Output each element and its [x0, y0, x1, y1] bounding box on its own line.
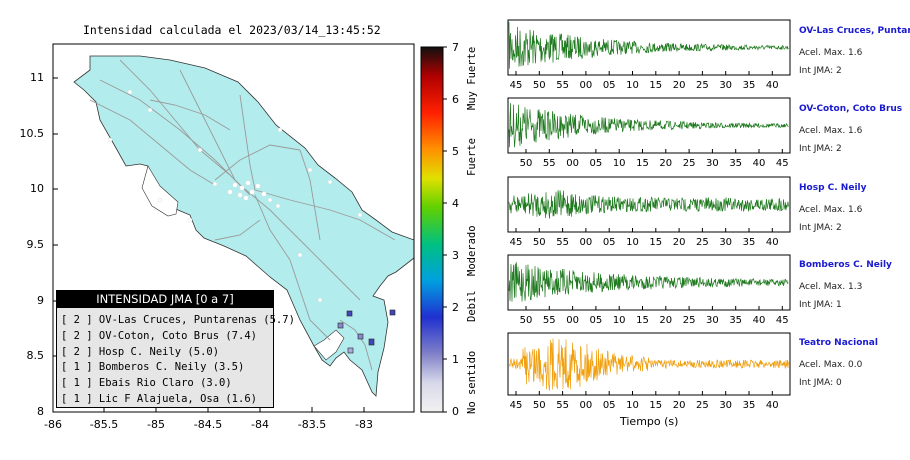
waveform-3 [507, 254, 791, 311]
lon-tick: -85.5 [89, 418, 119, 431]
legend-header: INTENSIDAD JMA [0 a 7] [57, 291, 273, 308]
intensity-legend: INTENSIDAD JMA [0 a 7] [ 2 ] OV-Las Cruc… [56, 290, 295, 408]
colorbar-tick: 1 [452, 353, 459, 366]
lat-tick: 11 [30, 71, 44, 84]
colorbar-tick: 4 [452, 197, 459, 210]
legend-item: [ 2 ] OV-Las Cruces, Puntarenas (5.7) [61, 314, 295, 326]
lon-tick: -83 [355, 418, 373, 431]
waveform-trace [508, 262, 789, 302]
station-name: Bomberos C. Neily [799, 260, 892, 270]
station-jma: Int JMA: 0 [799, 378, 842, 388]
lon-tick: -86 [44, 418, 62, 431]
station-accel: Acel. Max. 1.6 [799, 48, 863, 58]
waveform-0 [507, 19, 791, 76]
legend-item: [ 2 ] OV-Coton, Coto Brus (7.4) [61, 329, 257, 342]
lat-tick: 8 [37, 405, 44, 418]
waveform-trace [508, 190, 789, 219]
waveform-trace [508, 103, 789, 148]
station-name: OV-Coton, Coto Brus [799, 104, 903, 114]
station-name: Teatro Nacional [799, 338, 878, 348]
station-accel: Acel. Max. 1.6 [799, 126, 863, 136]
legend-item: [ 1 ] Bomberos C. Neily (3.5) [61, 361, 245, 374]
station-name: OV-Las Cruces, Puntar [799, 26, 910, 36]
colorbar-tick: 0 [452, 405, 459, 418]
lon-tick: -85 [147, 418, 165, 431]
waveform-trace [508, 21, 789, 69]
station-jma: Int JMA: 2 [799, 144, 842, 154]
colorbar-tick: 6 [452, 93, 459, 106]
lon-tick: -83.5 [297, 418, 327, 431]
colorbar [420, 46, 444, 413]
station-jma: Int JMA: 1 [799, 300, 842, 310]
waveform-2 [507, 176, 791, 233]
colorbar-tick: 3 [452, 249, 459, 262]
station-accel: Acel. Max. 0.0 [799, 360, 863, 370]
page-title: Intensidad calculada el 2023/03/14_13:45… [83, 23, 381, 37]
station-accel: Acel. Max. 1.6 [799, 205, 863, 215]
legend-item: [ 1 ] Ebais Rio Claro (3.0) [61, 377, 232, 390]
colorbar-tick: 7 [452, 41, 459, 54]
lon-tick: -84 [251, 418, 269, 431]
legend-item: [ 1 ] Lic F Alajuela, Osa (1.6) [61, 392, 257, 405]
station-name: Hosp C. Neily [799, 183, 867, 193]
lat-tick: 10.5 [19, 127, 45, 140]
waveform-4 [507, 332, 791, 396]
legend-item: [ 2 ] Hosp C. Neily (5.0) [61, 345, 220, 358]
waveform-trace [508, 338, 789, 391]
waveform-1 [507, 97, 791, 154]
colorbar-tick: 2 [452, 301, 459, 314]
colorbar-tick: 5 [452, 145, 459, 158]
station-jma: Int JMA: 2 [799, 66, 842, 76]
lat-tick: 9 [37, 294, 44, 307]
time-axis-label: Tiempo (s) [620, 415, 679, 428]
station-accel: Acel. Max. 1.3 [799, 282, 863, 292]
lon-tick: -84.5 [193, 418, 223, 431]
lat-tick: 8.5 [26, 349, 45, 362]
station-jma: Int JMA: 2 [799, 223, 842, 233]
lat-tick: 10 [30, 182, 44, 195]
lat-tick: 9.5 [26, 238, 45, 251]
